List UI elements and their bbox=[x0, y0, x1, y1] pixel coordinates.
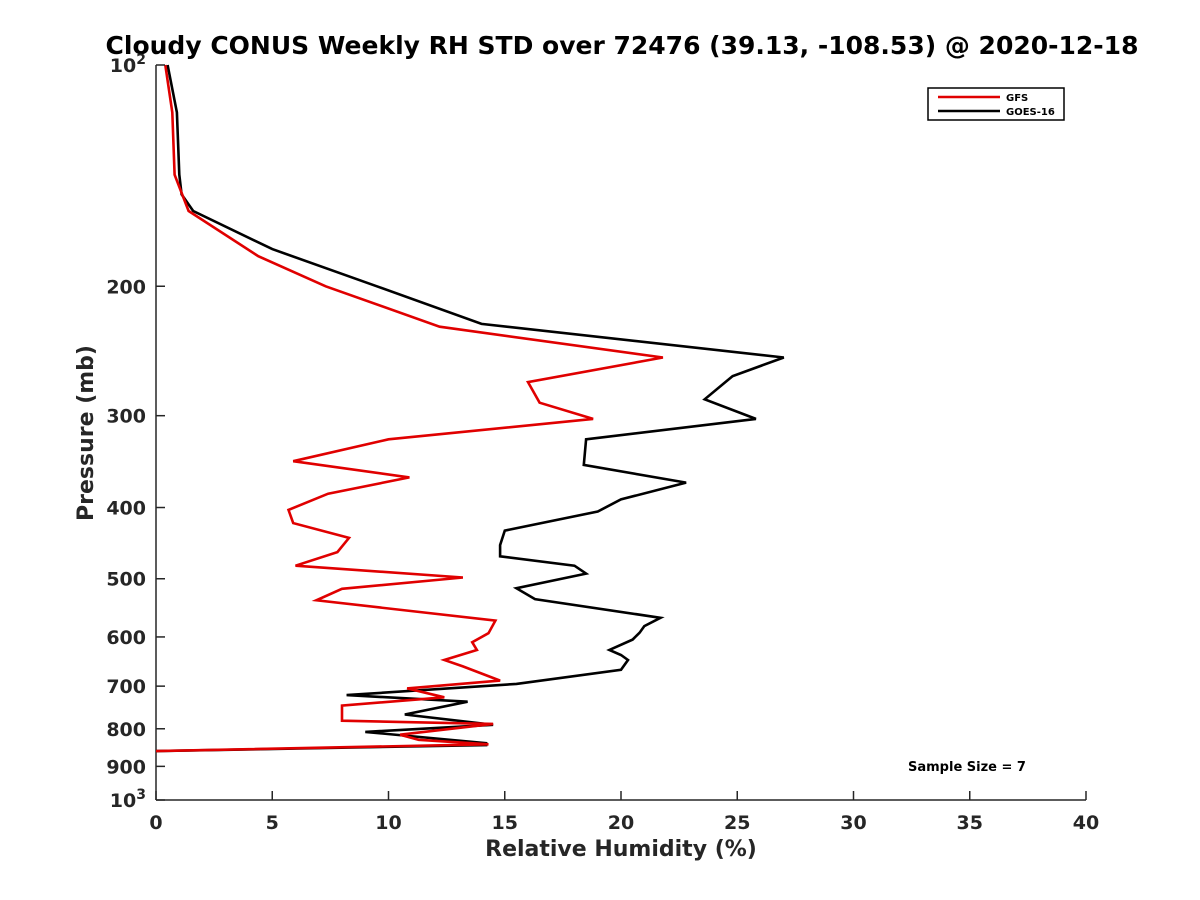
legend-label-goes16: GOES-16 bbox=[1006, 107, 1055, 118]
legend: GFS GOES-16 bbox=[927, 87, 1065, 121]
x-tick-label: 10 bbox=[375, 812, 401, 834]
plot-frame bbox=[155, 65, 1086, 801]
sample-size-annotation: Sample Size = 7 bbox=[908, 760, 1026, 775]
x-axis-label: Relative Humidity (%) bbox=[485, 837, 757, 862]
y-tick-label: 102 bbox=[110, 52, 146, 77]
y-tick-label: 300 bbox=[106, 406, 146, 428]
x-tick-label: 20 bbox=[608, 812, 634, 834]
x-tick-label: 25 bbox=[724, 812, 750, 834]
x-tick-label: 35 bbox=[957, 812, 983, 834]
y-axis-ticks: 102 200 300 400 500 600 700 800 900 103 bbox=[106, 52, 165, 812]
series-layer bbox=[155, 64, 785, 753]
chart-title: Cloudy CONUS Weekly RH STD over 72476 (3… bbox=[106, 31, 1139, 60]
x-tick-label: 40 bbox=[1073, 812, 1099, 834]
y-tick-label: 800 bbox=[106, 719, 146, 741]
y-tick-label: 700 bbox=[106, 676, 146, 698]
y-tick-label: 400 bbox=[106, 498, 146, 520]
y-tick-label: 200 bbox=[106, 276, 146, 298]
y-tick-label: 103 bbox=[110, 787, 146, 812]
y-tick-label: 600 bbox=[106, 627, 146, 649]
y-tick-label: 500 bbox=[106, 569, 146, 591]
x-tick-label: 5 bbox=[266, 812, 279, 834]
legend-box bbox=[927, 87, 1065, 121]
y-tick-label: 900 bbox=[106, 756, 146, 778]
x-tick-label: 30 bbox=[840, 812, 866, 834]
legend-label-gfs: GFS bbox=[1006, 93, 1028, 104]
x-tick-label: 0 bbox=[149, 812, 162, 834]
x-axis-ticks: 0 5 10 15 20 25 30 35 40 bbox=[149, 791, 1099, 834]
x-tick-label: 15 bbox=[492, 812, 518, 834]
y-axis-label: Pressure (mb) bbox=[74, 345, 99, 521]
series-line-goes16 bbox=[155, 64, 785, 753]
series-line-gfs bbox=[155, 64, 664, 753]
